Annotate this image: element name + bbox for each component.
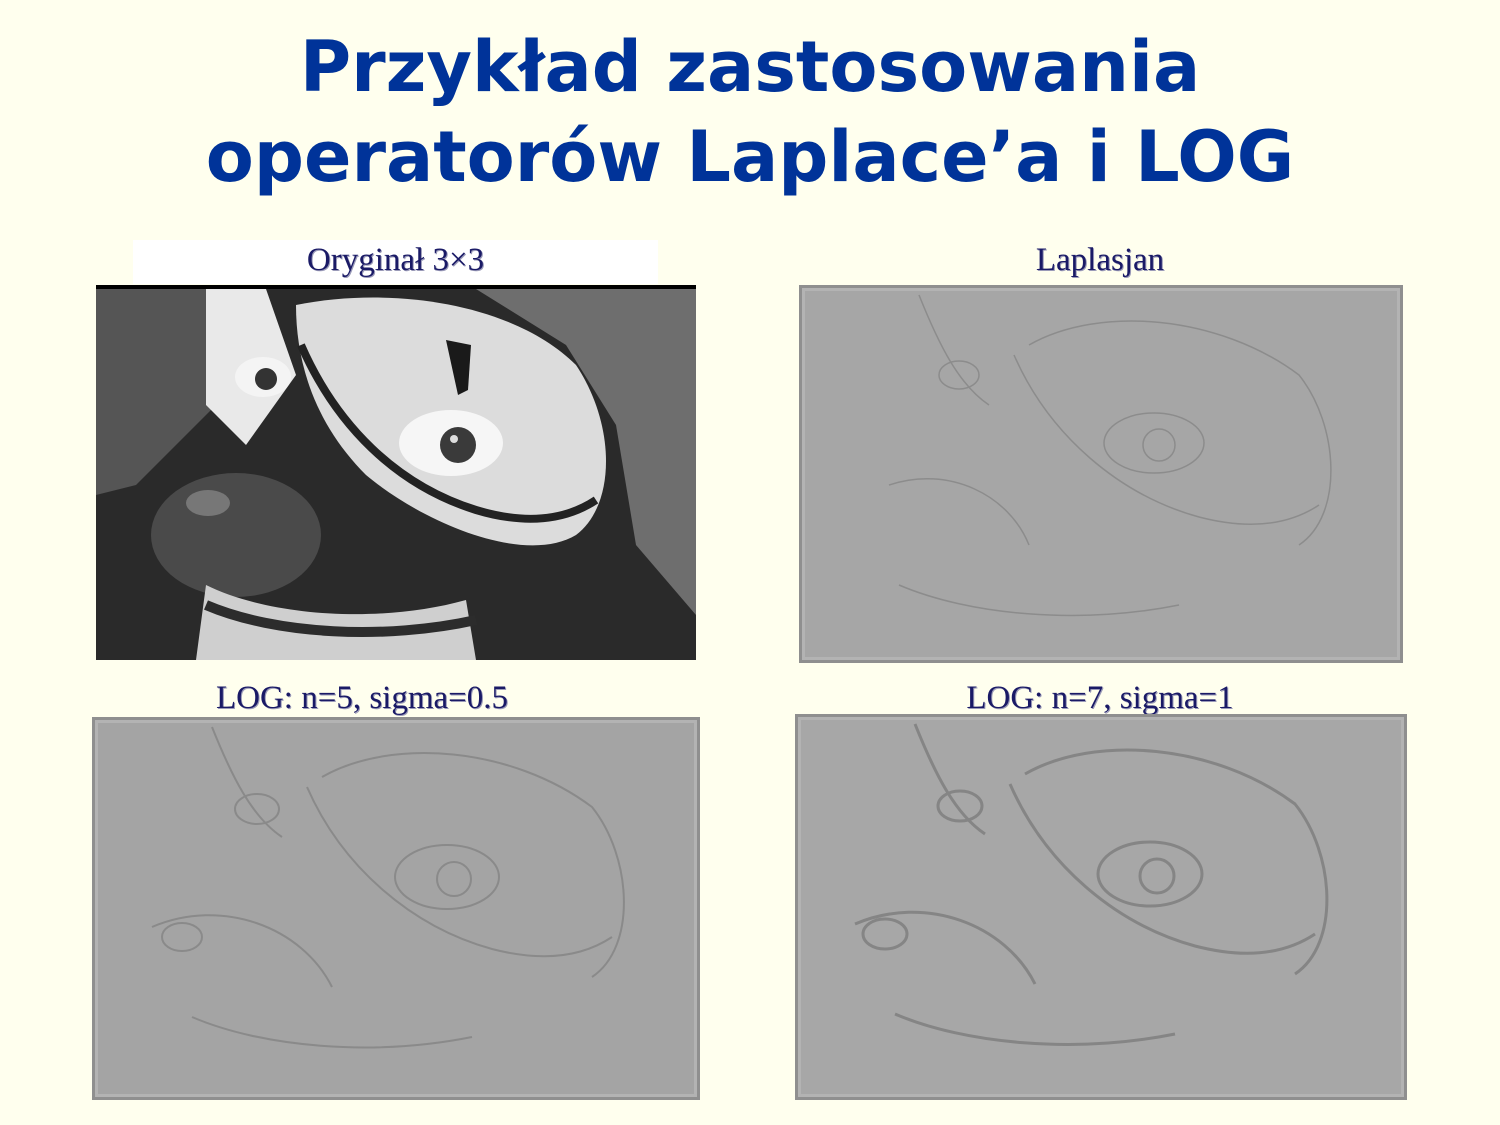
log-n5-edge-image <box>92 717 700 1100</box>
laplacian-edge-image <box>799 285 1403 663</box>
slide-title-line-1: Przykład zastosowania <box>299 26 1201 108</box>
clown-original-image <box>96 285 696 660</box>
caption-log-n7: LOG: n=7, sigma=1 <box>966 680 1234 716</box>
slide-title-line-2: operatorów Laplace’a i LOG <box>205 116 1295 198</box>
caption-original: Oryginał 3×3 <box>133 240 658 284</box>
caption-laplacian: Laplasjan <box>1035 242 1165 278</box>
slide-title: Przykład zastosowania operatorów Laplace… <box>0 22 1500 202</box>
caption-log-n5: LOG: n=5, sigma=0.5 <box>215 680 509 716</box>
log-n7-edge-image <box>795 714 1407 1100</box>
